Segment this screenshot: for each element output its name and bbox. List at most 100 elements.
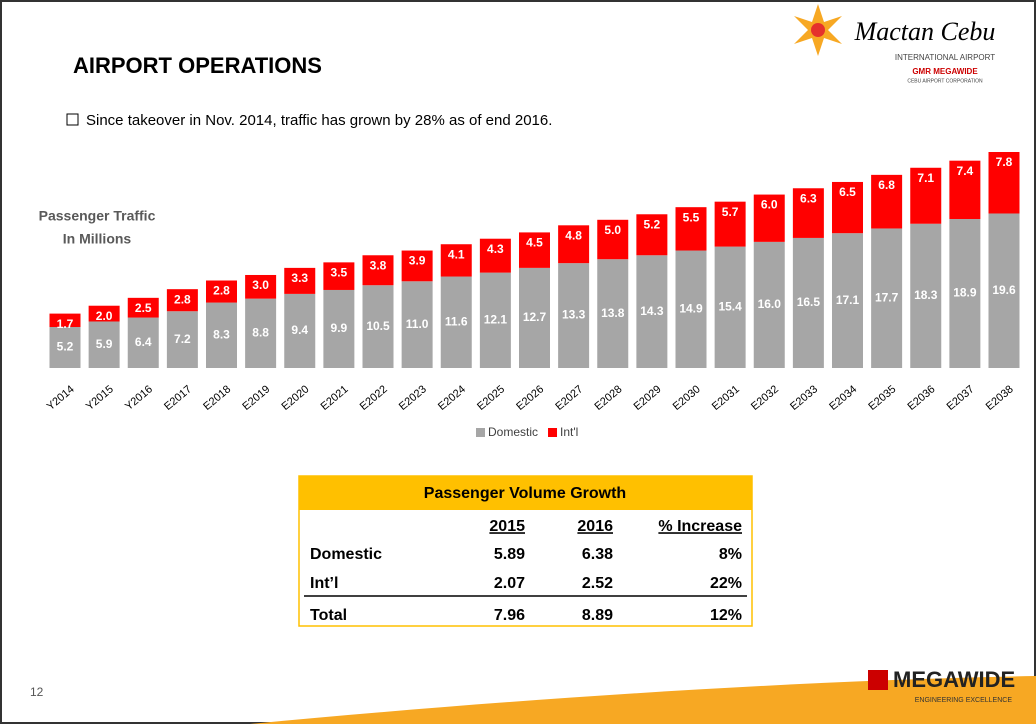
data-label: 10.5 [366, 319, 390, 333]
data-label: 16.0 [758, 297, 782, 311]
data-label: 6.8 [878, 178, 895, 192]
data-label: 1.7 [57, 317, 74, 331]
data-label: 18.9 [953, 286, 977, 300]
bar-segment [206, 280, 237, 303]
data-label: 12.7 [523, 310, 547, 324]
bar-segment [206, 302, 237, 368]
data-label: 4.8 [565, 228, 582, 242]
bar-segment [284, 293, 316, 368]
data-label: 2.8 [174, 292, 191, 306]
logo-partner: GMR MEGAWIDE [912, 67, 978, 76]
data-label: 19.6 [992, 283, 1016, 297]
bar-segment [714, 246, 746, 368]
logo: Mactan Cebu INTERNATIONAL AIRPORT GMR ME… [794, 4, 995, 84]
data-label: 6.3 [800, 191, 817, 205]
bar-segment [753, 241, 785, 368]
table-cell: Total [310, 607, 347, 624]
data-label: 7.2 [174, 332, 191, 346]
bar-segment [323, 289, 355, 368]
bar-segment [675, 250, 707, 368]
bar-segment [675, 207, 707, 251]
bar-segment [166, 289, 198, 312]
table-cell: 2.07 [494, 575, 525, 592]
data-label: 7.4 [957, 164, 974, 178]
bar-segment [792, 237, 824, 368]
data-label: 11.0 [406, 317, 429, 331]
legend-label: Domestic [488, 425, 538, 439]
data-label: 14.3 [640, 304, 664, 318]
table-title: Passenger Volume Growth [424, 485, 626, 502]
table-cell: 6.38 [582, 546, 613, 563]
data-label: 8.3 [213, 327, 230, 341]
title: AIRPORT OPERATIONS [73, 53, 322, 78]
page-number: 12 [30, 685, 44, 699]
bar-segment [166, 311, 198, 368]
data-label: 5.2 [644, 217, 661, 231]
footer-swoosh [250, 676, 1036, 724]
data-label: 3.8 [370, 258, 387, 272]
bar-segment [440, 244, 472, 277]
bar-segment [792, 188, 824, 238]
bar-segment [245, 274, 277, 299]
table: Passenger Volume Growth 2015 2016 % Increa… [298, 475, 753, 627]
bullet-box [66, 113, 79, 126]
bar-segment [479, 238, 511, 273]
data-label: 5.0 [604, 223, 621, 237]
bar-segment [988, 213, 1020, 368]
bar-segment [714, 201, 746, 247]
bar-segment [401, 250, 433, 282]
data-label: 4.3 [487, 242, 504, 256]
bar-segment [871, 174, 903, 229]
table-cell: 8% [719, 546, 742, 563]
bar-segment [88, 305, 120, 322]
logo-name: Mactan Cebu [854, 17, 996, 46]
bar-segment [597, 219, 629, 260]
table-cell: 22% [710, 575, 742, 592]
data-label: 2.8 [213, 284, 230, 298]
data-label: 2.0 [96, 309, 113, 323]
data-label: 17.1 [836, 293, 860, 307]
footer-brand: MEGAWIDE [893, 667, 1015, 692]
bar-segment [284, 267, 316, 294]
bar-segment [519, 267, 550, 368]
footer-logo-mark [868, 670, 888, 690]
bar-segment [871, 228, 903, 368]
data-label: 11.6 [445, 314, 468, 328]
legend-label: Int'l [560, 425, 578, 439]
bar-segment [636, 214, 668, 256]
bar-segment [988, 152, 1020, 214]
bar-segment [636, 255, 668, 368]
data-label: 7.8 [996, 155, 1013, 169]
y-axis-label: In Millions [63, 231, 132, 247]
table-cell: Int’l [310, 575, 338, 592]
table-cell: 7.96 [494, 607, 525, 624]
data-label: 3.3 [291, 271, 308, 285]
bar-segment [362, 285, 394, 368]
bar-segment [479, 272, 511, 368]
data-label: 3.9 [409, 254, 426, 268]
bar-segment [832, 233, 863, 368]
bar-segment [949, 160, 981, 220]
data-label: 4.1 [448, 247, 465, 261]
logo-corp: CEBU AIRPORT CORPORATION [907, 78, 983, 84]
bar-segment [519, 232, 550, 268]
bar-segment [49, 327, 81, 368]
bar-segment [949, 219, 981, 368]
legend-swatch [548, 428, 558, 437]
bar-segment [753, 194, 785, 242]
bar-segment [88, 321, 120, 368]
data-label: 13.3 [562, 308, 586, 322]
data-label: 6.5 [839, 185, 856, 199]
bar-segment [440, 276, 472, 368]
bar-segment [362, 255, 394, 286]
bar-segment [910, 167, 942, 224]
bar-segment [127, 297, 159, 318]
data-label: 5.2 [57, 340, 74, 354]
data-label: 18.3 [914, 288, 938, 302]
table-cell: 8.89 [582, 607, 613, 624]
data-label: 16.5 [797, 295, 821, 309]
data-label: 6.0 [761, 198, 778, 212]
bar-segment [49, 313, 81, 328]
bar-segment [558, 263, 590, 368]
